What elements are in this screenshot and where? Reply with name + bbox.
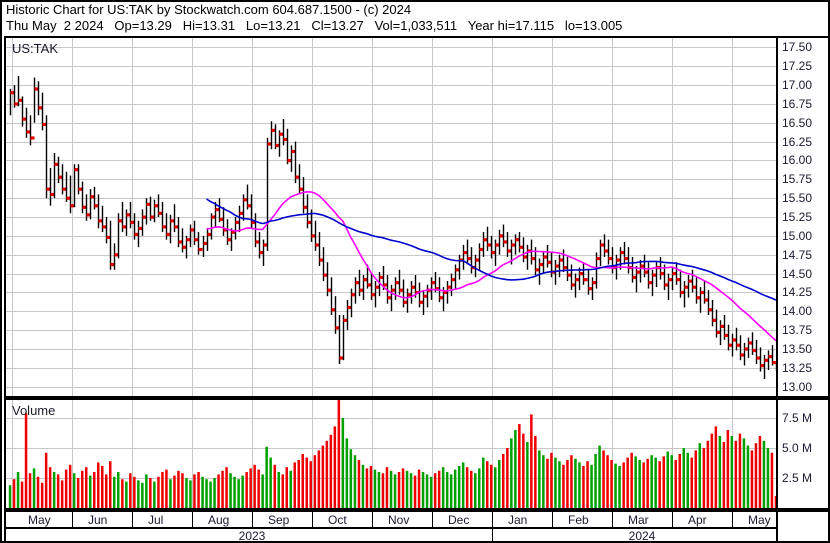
ma-fast-line (206, 190, 776, 342)
year-label: 2024 (628, 529, 656, 541)
price-tick-label: 13.00 (782, 379, 813, 394)
volume-plot-svg (6, 400, 776, 508)
month-label: May (28, 513, 51, 527)
month-label: May (748, 513, 771, 527)
price-tick-label: 14.00 (782, 304, 813, 319)
price-y-axis: 17.50 17.25 17.00 16.75 16.50 16.25 16.00 15.75… (776, 38, 828, 396)
price-panel-label: US:TAK (12, 41, 58, 56)
month-tick (252, 512, 253, 527)
price-tick-label: 15.50 (782, 191, 813, 206)
month-tick (312, 512, 313, 527)
month-tick (552, 512, 553, 527)
volume-tick-label: 7.5 M (782, 411, 813, 425)
month-tick (612, 512, 613, 527)
price-tick-label: 15.00 (782, 228, 813, 243)
price-plot-svg (6, 38, 776, 396)
x-axis-panel: May Jun Jul Aug Sep Oct Nov Dec Jan Feb Mar Apr May … (4, 510, 830, 543)
volume-tick-label: 2.5 M (782, 471, 813, 485)
price-tick-label: 13.75 (782, 323, 813, 338)
month-label: Mar (628, 513, 649, 527)
volume-chart-panel[interactable]: Volume 7.5 M 5.0 M 2.5 M (4, 398, 830, 510)
chart-title: Historic Chart for US:TAK by Stockwatch.… (6, 2, 412, 17)
price-tick-label: 16.00 (782, 153, 813, 168)
price-tick-label: 17.50 (782, 40, 813, 55)
month-label: Sep (268, 513, 290, 527)
month-tick (192, 512, 193, 527)
price-tick-label: 14.75 (782, 247, 813, 262)
axis-corner-blank (776, 512, 828, 541)
month-tick (372, 512, 373, 527)
ohlc-bars (9, 76, 776, 380)
month-label: Nov (388, 513, 410, 527)
month-tick (432, 512, 433, 527)
price-tick-label: 17.00 (782, 78, 813, 93)
price-tick-label: 14.50 (782, 266, 813, 281)
month-label: Jan (508, 513, 528, 527)
month-label: Jul (148, 513, 164, 527)
month-tick (672, 512, 673, 527)
month-tick (732, 512, 733, 527)
month-label: Dec (448, 513, 470, 527)
price-tick-label: 16.75 (782, 96, 813, 111)
price-tick-label: 15.25 (782, 210, 813, 224)
price-plot-area[interactable] (6, 38, 776, 396)
year-axis: 2023 2024 (6, 529, 776, 541)
price-tick-label: 17.25 (782, 59, 813, 74)
month-label: Apr (688, 513, 707, 527)
price-tick-label: 13.50 (782, 341, 813, 356)
price-tick-label: 13.25 (782, 360, 813, 375)
year-label: 2023 (238, 529, 266, 541)
quote-summary-line: Thu May 2 2024 Op=13.29 Hi=13.31 Lo=13.2… (6, 18, 623, 33)
price-tick-label: 16.25 (782, 134, 813, 149)
month-axis: May Jun Jul Aug Sep Oct Nov Dec Jan Feb Mar Apr May (6, 512, 776, 529)
month-tick (132, 512, 133, 527)
chart-header: Historic Chart for US:TAK by Stockwatch.… (2, 2, 828, 34)
ma-slow-line (206, 198, 776, 301)
volume-bars (8, 400, 776, 508)
month-label: Jun (88, 513, 108, 527)
volume-tick-label: 5.0 M (782, 441, 813, 455)
month-label: Oct (328, 513, 347, 527)
price-tick-label: 16.50 (782, 115, 813, 130)
month-tick (492, 512, 493, 527)
price-tick-label: 14.25 (782, 285, 813, 300)
volume-panel-label: Volume (12, 403, 56, 418)
month-label: Feb (568, 513, 589, 527)
price-chart-panel[interactable]: US:TAK 17.50 17.25 17.00 16.75 16.50 16.25 16.… (4, 36, 830, 398)
month-label: Aug (208, 513, 230, 527)
price-tick-label: 15.75 (782, 172, 813, 187)
volume-plot-area[interactable] (6, 400, 776, 508)
month-tick (72, 512, 73, 527)
year-separator (492, 529, 493, 541)
volume-y-axis: 7.5 M 5.0 M 2.5 M (776, 400, 828, 508)
